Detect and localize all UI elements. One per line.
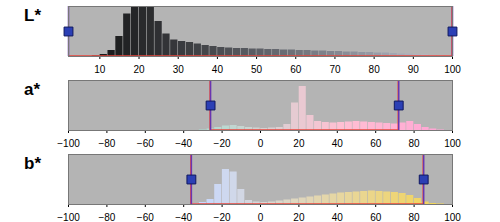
svg-text:100: 100: [444, 64, 461, 74]
svg-text:0: 0: [258, 212, 264, 222]
svg-text:100: 100: [444, 212, 461, 222]
html-text:b*: b*: [24, 154, 41, 173]
svg-text:40: 40: [212, 64, 224, 74]
svg-text:40: 40: [332, 212, 344, 222]
svg-text:90: 90: [408, 64, 420, 74]
svg-text:−80: −80: [98, 212, 115, 222]
svg-text:80: 80: [369, 64, 381, 74]
svg-text:20: 20: [133, 64, 145, 74]
svg-text:50: 50: [251, 64, 263, 74]
svg-text:80: 80: [409, 212, 421, 222]
html-text:L*: L*: [24, 6, 41, 25]
svg-text:−40: −40: [175, 138, 192, 148]
svg-text:10: 10: [94, 64, 106, 74]
svg-text:0: 0: [258, 138, 264, 148]
html-text:a*: a*: [24, 80, 41, 99]
svg-text:−20: −20: [214, 212, 231, 222]
svg-text:20: 20: [293, 212, 305, 222]
svg-text:70: 70: [329, 64, 341, 74]
svg-text:60: 60: [290, 64, 302, 74]
svg-text:−20: −20: [214, 138, 231, 148]
svg-text:−100: −100: [57, 138, 80, 148]
svg-text:−100: −100: [57, 212, 80, 222]
svg-text:80: 80: [409, 138, 421, 148]
svg-text:30: 30: [173, 64, 185, 74]
svg-text:−60: −60: [137, 212, 154, 222]
svg-text:100: 100: [444, 138, 461, 148]
svg-text:60: 60: [370, 138, 382, 148]
svg-text:40: 40: [332, 138, 344, 148]
svg-text:−40: −40: [175, 212, 192, 222]
svg-text:60: 60: [370, 212, 382, 222]
svg-text:−80: −80: [98, 138, 115, 148]
svg-text:20: 20: [293, 138, 305, 148]
svg-text:−60: −60: [137, 138, 154, 148]
